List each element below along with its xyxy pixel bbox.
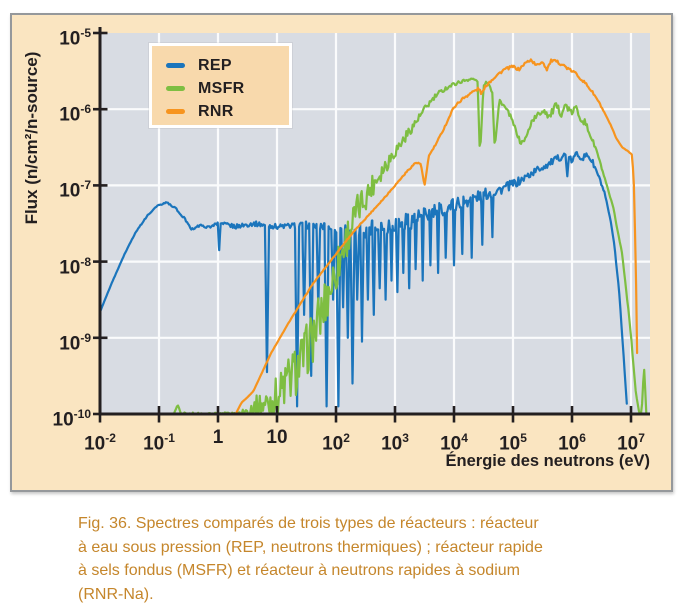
rep-curve bbox=[98, 151, 628, 408]
y-tick-label: 10-8 bbox=[59, 254, 91, 278]
x-tick-label: 1 bbox=[212, 427, 224, 448]
x-tick-label: 10-2 bbox=[84, 431, 116, 455]
chart-panel: Flux (n/cm²/n-source) Énergie des neutro… bbox=[10, 13, 673, 492]
x-tick-label: 10-1 bbox=[143, 431, 175, 455]
x-tick-label: 103 bbox=[381, 431, 409, 455]
x-axis-title: Énergie des neutrons (eV) bbox=[445, 452, 650, 470]
msfr-line-swatch bbox=[166, 86, 185, 91]
figure-caption: Fig. 36. Spectres comparés de trois type… bbox=[78, 515, 543, 603]
legend-label-rnr: RNR bbox=[198, 102, 234, 120]
y-tick-label: 10-7 bbox=[59, 178, 91, 202]
rep-line-swatch bbox=[166, 63, 185, 68]
y-tick-label: 10-5 bbox=[59, 26, 91, 50]
legend-label-msfr: MSFR bbox=[198, 79, 245, 97]
rnr-line-swatch bbox=[166, 109, 185, 114]
plot-area bbox=[93, 27, 650, 423]
x-tick-label: 10 bbox=[266, 427, 288, 448]
y-tick-label: 10-9 bbox=[59, 330, 91, 355]
rnr-curve bbox=[234, 58, 639, 416]
x-tick-label: 107 bbox=[617, 431, 645, 455]
legend-item-msfr: MSFR bbox=[166, 77, 289, 100]
x-tick-label: 104 bbox=[440, 431, 468, 455]
x-tick-label: 106 bbox=[558, 431, 586, 455]
x-tick-label: 102 bbox=[322, 431, 350, 455]
legend: REP MSFR RNR bbox=[149, 43, 292, 128]
legend-label-rep: REP bbox=[198, 56, 232, 74]
x-tick-label: 105 bbox=[499, 431, 527, 455]
y-tick-label: 10-10 bbox=[52, 407, 91, 431]
y-tick-label: 10-6 bbox=[59, 102, 91, 126]
legend-item-rnr: RNR bbox=[166, 100, 289, 123]
legend-item-rep: REP bbox=[166, 54, 289, 77]
